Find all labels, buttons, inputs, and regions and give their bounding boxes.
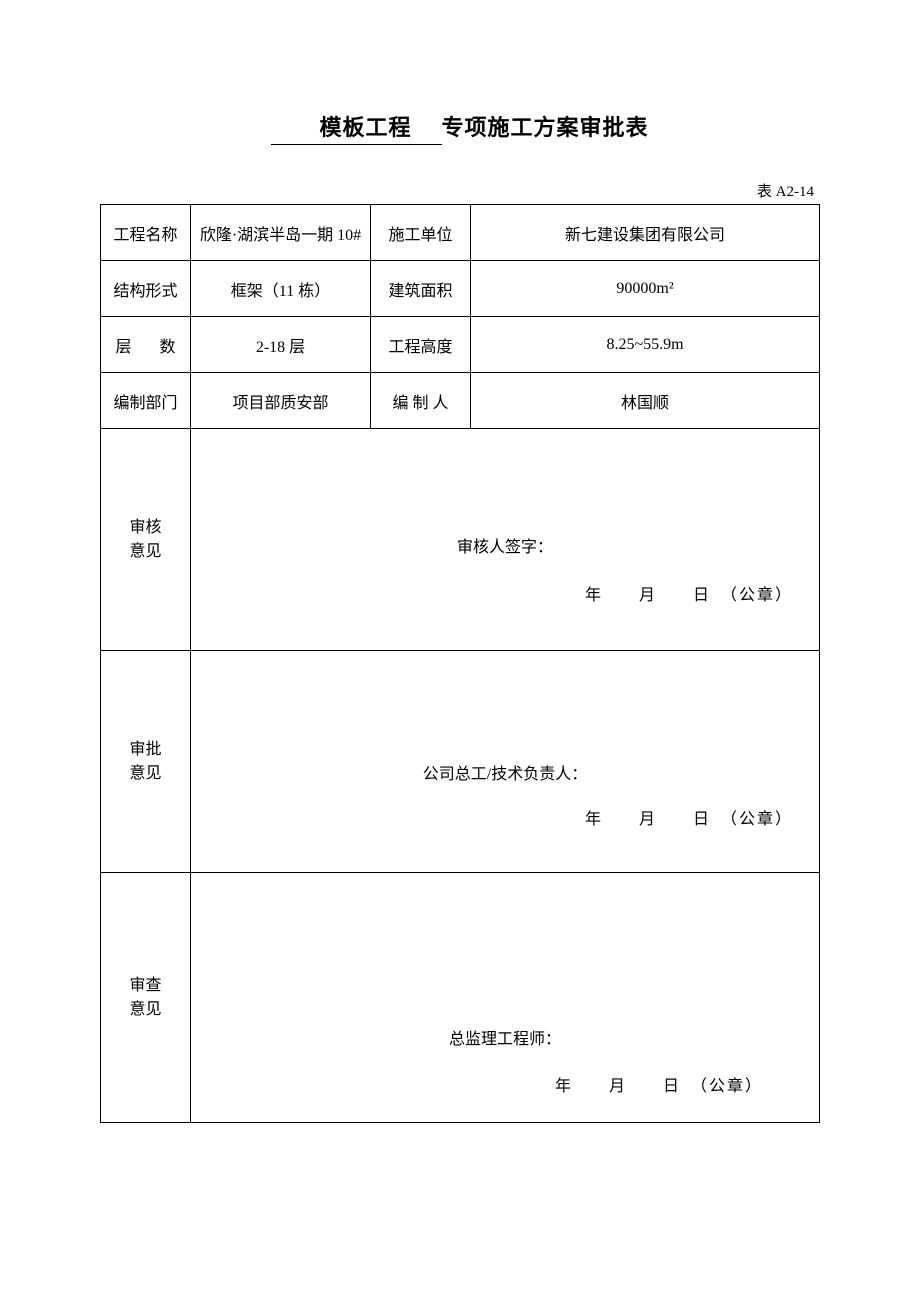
chief-engineer-signature-label: 公司总工/技术负责人： (197, 760, 813, 784)
cell-value-dept: 项目部质安部 (191, 373, 371, 429)
cell-review-content: 审核人签字： 年 月 日 （公章） (191, 429, 820, 651)
cell-value-construction-unit: 新七建设集团有限公司 (471, 205, 820, 261)
cell-label-height: 工程高度 (371, 317, 471, 373)
table-row: 层数 2-18 层 工程高度 8.25~55.9m (101, 317, 820, 373)
cell-label-author: 编 制 人 (371, 373, 471, 429)
cell-value-structure-type: 框架（11 栋） (191, 261, 371, 317)
cell-label-construction-unit: 施工单位 (371, 205, 471, 261)
cell-label-floors: 层数 (101, 317, 191, 373)
table-row: 工程名称 欣隆·湖滨半岛一期 10# 施工单位 新七建设集团有限公司 (101, 205, 820, 261)
cell-value-height: 8.25~55.9m (471, 317, 820, 373)
cell-value-author: 林国顺 (471, 373, 820, 429)
table-row: 审查 意见 总监理工程师： 年 月 日 （公章） (101, 873, 820, 1123)
title-underlined-part: 模板工程 (271, 110, 441, 145)
cell-label-structure-type: 结构形式 (101, 261, 191, 317)
cell-label-review-opinion: 审核 意见 (101, 429, 191, 651)
approval-date-stamp: 年 月 日 （公章） (585, 805, 793, 829)
cell-label-project-name: 工程名称 (101, 205, 191, 261)
cell-approval-content: 公司总工/技术负责人： 年 月 日 （公章） (191, 651, 820, 873)
cell-label-dept: 编制部门 (101, 373, 191, 429)
cell-value-project-name: 欣隆·湖滨半岛一期 10# (191, 205, 371, 261)
cell-inspection-content: 总监理工程师： 年 月 日 （公章） (191, 873, 820, 1123)
cell-label-building-area: 建筑面积 (371, 261, 471, 317)
cell-label-approval-opinion: 审批 意见 (101, 651, 191, 873)
inspection-date-stamp: 年 月 日 （公章） (555, 1072, 763, 1096)
cell-value-building-area: 90000m² (471, 261, 820, 317)
review-date-stamp: 年 月 日 （公章） (585, 581, 793, 605)
table-number-label: 表 A2-14 (100, 180, 820, 201)
cell-label-inspection-opinion: 审查 意见 (101, 873, 191, 1123)
form-title: 模板工程专项施工方案审批表 (100, 110, 820, 145)
supervisor-signature-label: 总监理工程师： (197, 1025, 813, 1049)
reviewer-signature-label: 审核人签字： (197, 533, 813, 557)
table-row: 结构形式 框架（11 栋） 建筑面积 90000m² (101, 261, 820, 317)
approval-form-table: 工程名称 欣隆·湖滨半岛一期 10# 施工单位 新七建设集团有限公司 结构形式 … (100, 204, 820, 1123)
title-suffix: 专项施工方案审批表 (442, 115, 649, 140)
table-row: 审核 意见 审核人签字： 年 月 日 （公章） (101, 429, 820, 651)
table-row: 编制部门 项目部质安部 编 制 人 林国顺 (101, 373, 820, 429)
cell-value-floors: 2-18 层 (191, 317, 371, 373)
table-row: 审批 意见 公司总工/技术负责人： 年 月 日 （公章） (101, 651, 820, 873)
